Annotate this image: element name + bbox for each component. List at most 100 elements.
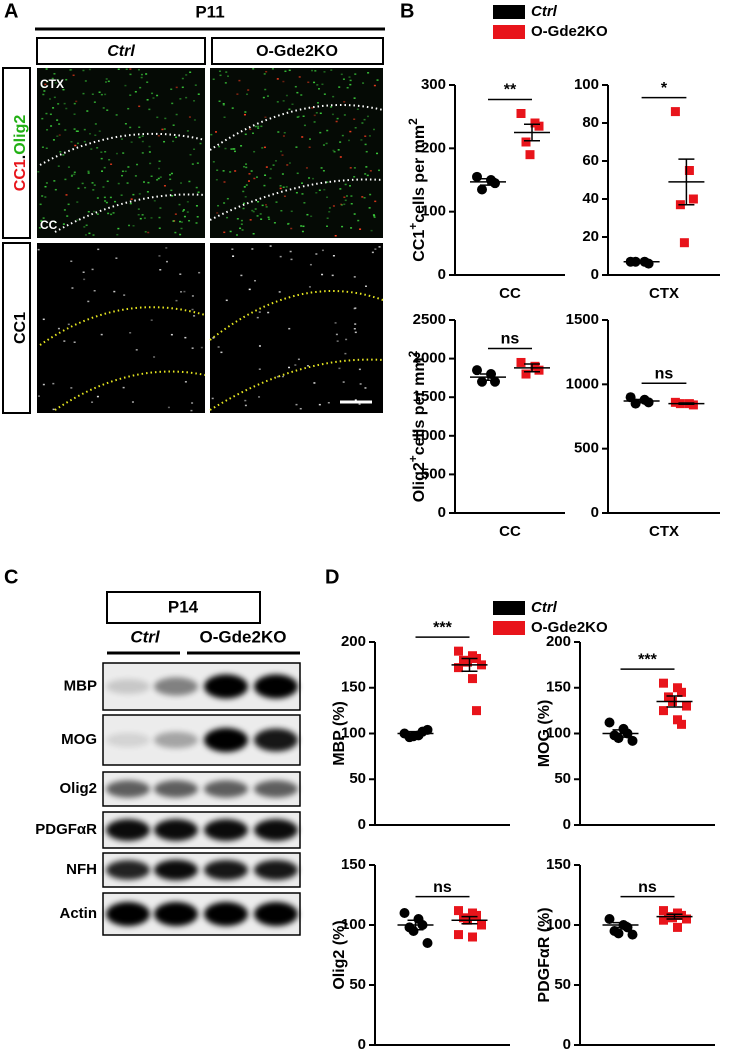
texture-dot	[163, 140, 166, 143]
texture-dot	[262, 96, 265, 99]
texture-dot	[150, 319, 153, 321]
texture-dot	[38, 227, 41, 229]
texture-dot	[288, 366, 291, 369]
texture-dot	[56, 119, 59, 121]
y-axis-label: Olig2+cells per mm2	[406, 350, 428, 502]
texture-dot	[349, 130, 352, 133]
texture-dot	[104, 81, 107, 83]
texture-dot	[93, 101, 96, 103]
sem-bar	[407, 730, 424, 737]
significance-label: *	[661, 80, 668, 97]
y-tick-label: 60	[582, 152, 599, 169]
texture-dot	[250, 170, 253, 172]
texture-dot	[235, 234, 238, 236]
texture-dot	[289, 250, 292, 253]
texture-dot	[358, 403, 361, 405]
texture-dot	[244, 404, 247, 407]
data-point	[472, 365, 482, 376]
texture-dot	[129, 332, 132, 334]
texture-dot	[179, 220, 182, 223]
blot-label: Olig2	[59, 780, 97, 797]
texture-dot	[353, 97, 356, 99]
texture-dot	[361, 122, 364, 124]
texture-dot	[76, 142, 79, 145]
texture-dot	[365, 150, 368, 153]
texture-dot	[303, 124, 306, 127]
texture-dot	[231, 248, 234, 250]
texture-dot	[253, 177, 256, 180]
texture-dot	[121, 174, 124, 177]
texture-dot	[210, 133, 213, 136]
texture-dot	[122, 152, 125, 154]
texture-dot	[158, 160, 161, 162]
texture-dot	[342, 381, 345, 383]
texture-dot	[106, 180, 109, 183]
texture-dot	[189, 71, 192, 74]
texture-dot	[75, 100, 78, 103]
texture-dot	[223, 202, 226, 204]
texture-dot	[72, 74, 75, 77]
band	[254, 819, 298, 841]
data-point	[490, 376, 500, 387]
y-axis-label: Olig2 (%)	[331, 920, 348, 989]
sem-bar	[633, 398, 650, 404]
texture-dot	[242, 190, 245, 193]
texture-dot	[138, 193, 141, 195]
texture-dot	[341, 225, 344, 228]
texture-dot	[217, 346, 220, 348]
band	[204, 727, 248, 753]
texture-dot	[357, 219, 360, 222]
texture-dot	[93, 210, 96, 213]
texture-dot	[321, 83, 324, 86]
texture-dot	[238, 79, 241, 82]
texture-dot	[264, 204, 267, 206]
texture-dot	[67, 323, 70, 326]
texture-dot	[70, 69, 73, 71]
texture-dot	[193, 148, 196, 151]
texture-dot	[117, 227, 120, 230]
texture-dot	[361, 196, 364, 198]
texture-dot	[283, 195, 286, 198]
band	[106, 732, 150, 748]
texture-dot	[198, 271, 201, 274]
texture-dot	[49, 113, 52, 116]
texture-dot	[104, 200, 107, 202]
sem-bar	[678, 402, 695, 406]
age-label: P14	[168, 597, 199, 616]
texture-dot	[96, 147, 99, 149]
texture-dot	[120, 138, 123, 140]
texture-dot	[373, 214, 376, 217]
texture-dot	[279, 185, 282, 187]
texture-dot	[96, 395, 99, 398]
texture-dot	[180, 182, 183, 184]
texture-dot	[113, 290, 116, 293]
texture-dot	[347, 139, 350, 142]
y-axis-label-part: cells per mm	[411, 357, 428, 455]
significance-label: **	[504, 82, 517, 99]
texture-dot	[284, 70, 287, 73]
texture-dot	[129, 73, 132, 76]
texture-dot	[234, 170, 237, 172]
texture-dot	[65, 194, 68, 196]
texture-dot	[246, 93, 249, 96]
texture-dot	[290, 227, 293, 230]
texture-dot	[195, 205, 198, 207]
texture-dot	[52, 408, 55, 411]
texture-dot	[288, 108, 291, 110]
texture-dot	[312, 177, 315, 180]
texture-dot	[343, 101, 346, 103]
data-point	[659, 906, 668, 916]
texture-dot	[223, 181, 226, 183]
y-tick-label: 150	[546, 856, 571, 873]
texture-dot	[365, 166, 368, 168]
texture-dot	[267, 216, 270, 219]
texture-dot	[364, 285, 367, 288]
texture-dot	[263, 184, 266, 187]
texture-dot	[148, 151, 151, 153]
texture-dot	[337, 149, 340, 151]
y-tick-label: 100	[574, 76, 599, 93]
texture-dot	[354, 73, 357, 75]
texture-dot	[244, 111, 247, 113]
y-tick-label: 0	[563, 816, 571, 833]
texture-dot	[165, 260, 168, 263]
